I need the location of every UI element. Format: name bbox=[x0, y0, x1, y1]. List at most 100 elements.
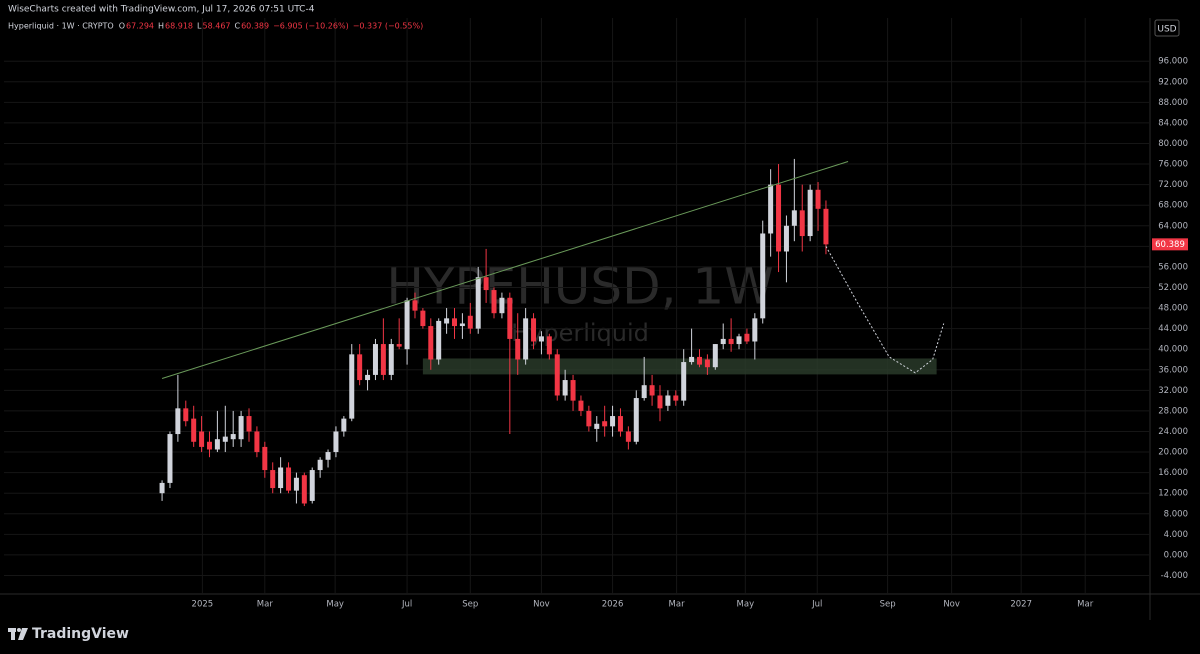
candle-body bbox=[823, 208, 829, 245]
candle-body bbox=[167, 434, 173, 483]
y-tick-label: 12.000 bbox=[1158, 489, 1188, 499]
candle-body bbox=[357, 354, 363, 381]
candle bbox=[436, 318, 442, 365]
y-tick-label: 52.000 bbox=[1158, 283, 1188, 293]
legend-text: C bbox=[235, 22, 241, 31]
candle bbox=[704, 354, 710, 375]
y-tick-label: 8.000 bbox=[1164, 509, 1188, 519]
candle bbox=[538, 331, 544, 355]
candle-body bbox=[610, 416, 616, 427]
candle-body bbox=[515, 338, 521, 360]
candle-body bbox=[396, 344, 402, 347]
candle-body bbox=[270, 470, 276, 489]
y-tick-label: 44.000 bbox=[1158, 324, 1188, 334]
candle bbox=[515, 313, 521, 375]
x-tick-label: 2025 bbox=[192, 600, 214, 610]
candle bbox=[602, 405, 608, 437]
candle bbox=[507, 292, 513, 435]
candle bbox=[333, 426, 339, 458]
y-tick-label: 56.000 bbox=[1158, 262, 1188, 272]
candle-body bbox=[222, 436, 228, 442]
y-tick-label: 24.000 bbox=[1158, 427, 1188, 437]
candle-body bbox=[538, 336, 544, 342]
candle-body bbox=[499, 297, 505, 314]
candle-body bbox=[799, 210, 805, 237]
candle-body bbox=[451, 318, 457, 327]
y-tick-label: 68.000 bbox=[1158, 201, 1188, 211]
candle-body bbox=[317, 459, 323, 471]
candle bbox=[665, 390, 671, 411]
candle-body bbox=[230, 434, 236, 440]
candle bbox=[412, 292, 418, 319]
candle bbox=[451, 308, 457, 339]
x-tick-label: Sep bbox=[880, 600, 896, 610]
candle-body bbox=[412, 300, 418, 311]
candle bbox=[309, 467, 315, 504]
candle-body bbox=[286, 467, 292, 491]
candle-body bbox=[459, 323, 465, 327]
y-tick-label: 20.000 bbox=[1158, 448, 1188, 458]
x-tick-label: Mar bbox=[257, 600, 274, 610]
candle bbox=[633, 390, 639, 445]
y-tick-label: 0.000 bbox=[1164, 550, 1188, 560]
watermark: HYPEHUSD, 1W bbox=[386, 258, 773, 316]
candle-body bbox=[681, 362, 687, 401]
legend-text: −0.337 (−0.55%) bbox=[353, 22, 424, 31]
candle-body bbox=[301, 475, 307, 504]
candle bbox=[372, 338, 378, 381]
candle bbox=[752, 313, 758, 360]
y-tick-label: 48.000 bbox=[1158, 304, 1188, 314]
candle bbox=[459, 313, 465, 339]
y-tick-label: 84.000 bbox=[1158, 118, 1188, 128]
candle-body bbox=[309, 470, 315, 501]
candle-body bbox=[246, 416, 252, 432]
x-tick-label: Sep bbox=[462, 600, 478, 610]
x-tick-label: Nov bbox=[943, 600, 960, 610]
currency[interactable]: USD bbox=[1157, 25, 1176, 35]
x-tick-label: 2027 bbox=[1010, 600, 1032, 610]
candle-body bbox=[483, 277, 489, 291]
candle-body bbox=[562, 380, 568, 396]
candle bbox=[594, 416, 600, 442]
candle bbox=[199, 416, 205, 453]
candle-body bbox=[531, 318, 537, 342]
candle-body bbox=[815, 189, 821, 209]
candle-body bbox=[206, 441, 212, 450]
candle-body bbox=[665, 395, 671, 406]
candle-body bbox=[214, 439, 220, 450]
y-tick-label: 32.000 bbox=[1158, 386, 1188, 396]
candle bbox=[183, 400, 189, 427]
candle bbox=[491, 287, 497, 319]
candle bbox=[286, 462, 292, 494]
legend-text: 60.389 bbox=[241, 22, 269, 31]
candle-body bbox=[697, 356, 703, 365]
trendline bbox=[161, 161, 849, 379]
candle-body bbox=[262, 446, 268, 471]
candle-body bbox=[191, 418, 197, 442]
x-tick-label: Jul bbox=[811, 600, 822, 610]
candle bbox=[262, 441, 268, 478]
y-tick-label: 4.000 bbox=[1164, 530, 1188, 540]
candle bbox=[380, 318, 386, 381]
candle bbox=[783, 215, 789, 283]
candle-body bbox=[444, 318, 450, 324]
candle bbox=[562, 369, 568, 401]
candle bbox=[167, 431, 173, 489]
candle-body bbox=[649, 385, 655, 396]
candle bbox=[823, 200, 829, 255]
candle bbox=[238, 410, 244, 447]
candle bbox=[317, 457, 323, 478]
candle bbox=[341, 416, 347, 437]
candle-body bbox=[578, 400, 584, 411]
currency-button[interactable] bbox=[1154, 19, 1180, 37]
candle bbox=[349, 344, 355, 422]
y-tick-label: 72.000 bbox=[1158, 180, 1188, 190]
candle bbox=[736, 333, 742, 350]
candle-body bbox=[467, 315, 473, 329]
candle-body bbox=[728, 338, 734, 345]
y-tick-label: 88.000 bbox=[1158, 98, 1188, 108]
candle-body bbox=[594, 423, 600, 429]
y-tick-label: 96.000 bbox=[1158, 57, 1188, 67]
candle-body bbox=[254, 431, 260, 453]
candle-body bbox=[349, 354, 355, 419]
